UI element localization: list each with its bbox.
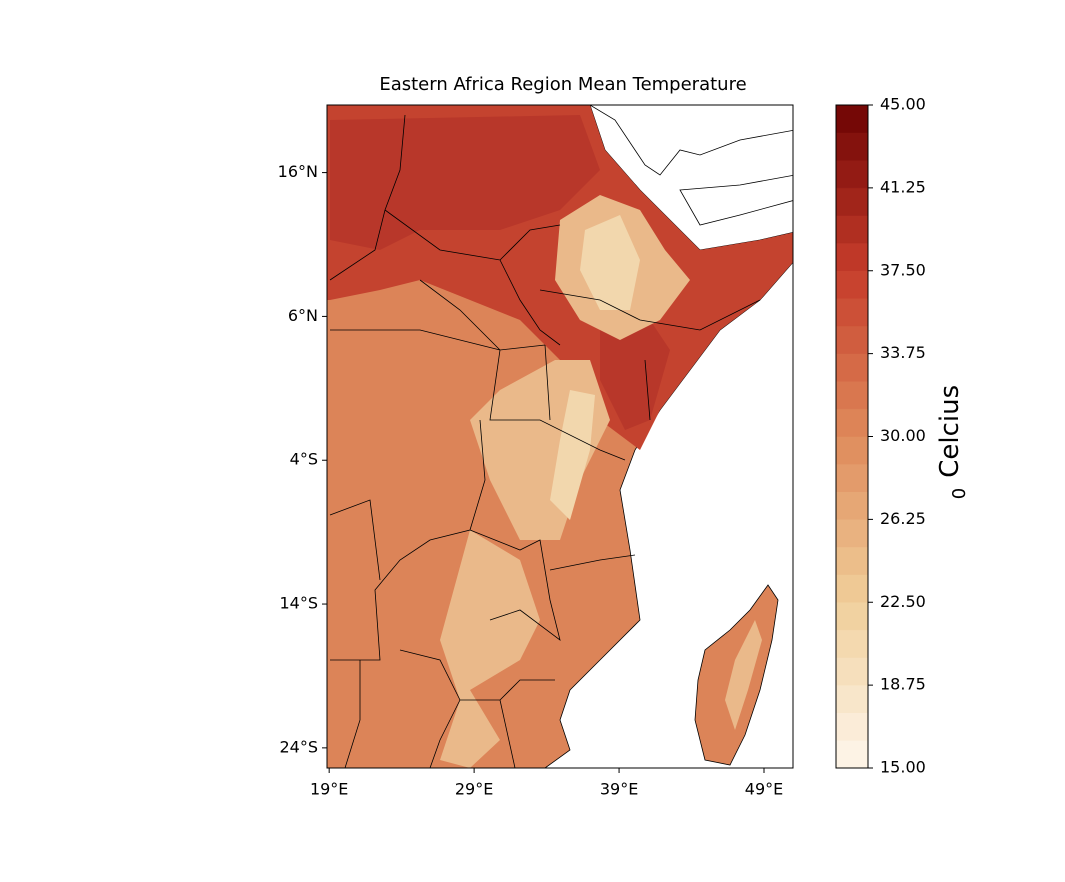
y-tick-label: 24°S bbox=[279, 737, 318, 756]
colorbar-tick-label: 37.50 bbox=[880, 260, 926, 279]
colorbar-segment bbox=[835, 381, 869, 410]
chart-title: Eastern Africa Region Mean Temperature bbox=[379, 74, 746, 95]
colorbar bbox=[835, 104, 869, 769]
highland-cool bbox=[550, 215, 640, 520]
map bbox=[327, 105, 793, 768]
colorbar-segment bbox=[835, 657, 869, 686]
country-borders bbox=[329, 114, 761, 768]
colorbar-tick-label: 26.25 bbox=[880, 509, 926, 528]
colorbar-tick-label: 41.25 bbox=[880, 177, 926, 196]
colorbar-tick-label: 22.50 bbox=[880, 592, 926, 611]
colorbar-segment bbox=[835, 353, 869, 382]
colorbar-segment bbox=[835, 160, 869, 189]
colorbar-segment bbox=[835, 574, 869, 603]
colorbar-segment bbox=[835, 629, 869, 658]
colorbar-segment bbox=[835, 298, 869, 327]
colorbar-segment bbox=[835, 270, 869, 299]
colorbar-label-superscript: 0 bbox=[949, 488, 970, 499]
colorbar-segment bbox=[835, 325, 869, 354]
colorbar-segment bbox=[835, 491, 869, 520]
colorbar-segment bbox=[835, 436, 869, 465]
arabia bbox=[589, 105, 793, 226]
colorbar-segment bbox=[835, 215, 869, 244]
y-tick-label: 16°N bbox=[278, 162, 318, 181]
colorbar-tick-label: 18.75 bbox=[880, 675, 926, 694]
colorbar-tick-label: 30.00 bbox=[880, 426, 926, 445]
colorbar-segment bbox=[835, 132, 869, 161]
x-tick-label: 49°E bbox=[745, 780, 783, 799]
x-tick-label: 19°E bbox=[310, 780, 348, 799]
x-tick-label: 39°E bbox=[600, 780, 638, 799]
y-tick-label: 14°S bbox=[279, 594, 318, 613]
colorbar-label-text: Celcius bbox=[935, 385, 965, 478]
colorbar-segment bbox=[835, 712, 869, 741]
colorbar-segment bbox=[835, 602, 869, 631]
colorbar-label: 0 Celcius bbox=[935, 385, 971, 499]
x-tick-label: 29°E bbox=[455, 780, 493, 799]
colorbar-segment bbox=[835, 242, 869, 271]
colorbar-tick-label: 15.00 bbox=[880, 758, 926, 777]
hottest bbox=[330, 115, 670, 430]
y-tick-label: 6°N bbox=[288, 306, 318, 325]
colorbar-segment bbox=[835, 463, 869, 492]
colorbar-tick-label: 33.75 bbox=[880, 343, 926, 362]
madagascar-cool bbox=[725, 620, 762, 730]
colorbar-segment bbox=[835, 519, 869, 548]
colorbar-segment bbox=[835, 684, 869, 713]
colorbar-tick-label: 45.00 bbox=[880, 95, 926, 114]
axes-frame bbox=[326, 104, 794, 769]
colorbar-segment bbox=[835, 104, 869, 133]
colorbar-segment bbox=[835, 408, 869, 437]
y-tick-label: 4°S bbox=[290, 450, 318, 469]
colorbar-segment bbox=[835, 187, 869, 216]
colorbar-segment bbox=[835, 546, 869, 575]
colorbar-segment bbox=[835, 740, 869, 769]
